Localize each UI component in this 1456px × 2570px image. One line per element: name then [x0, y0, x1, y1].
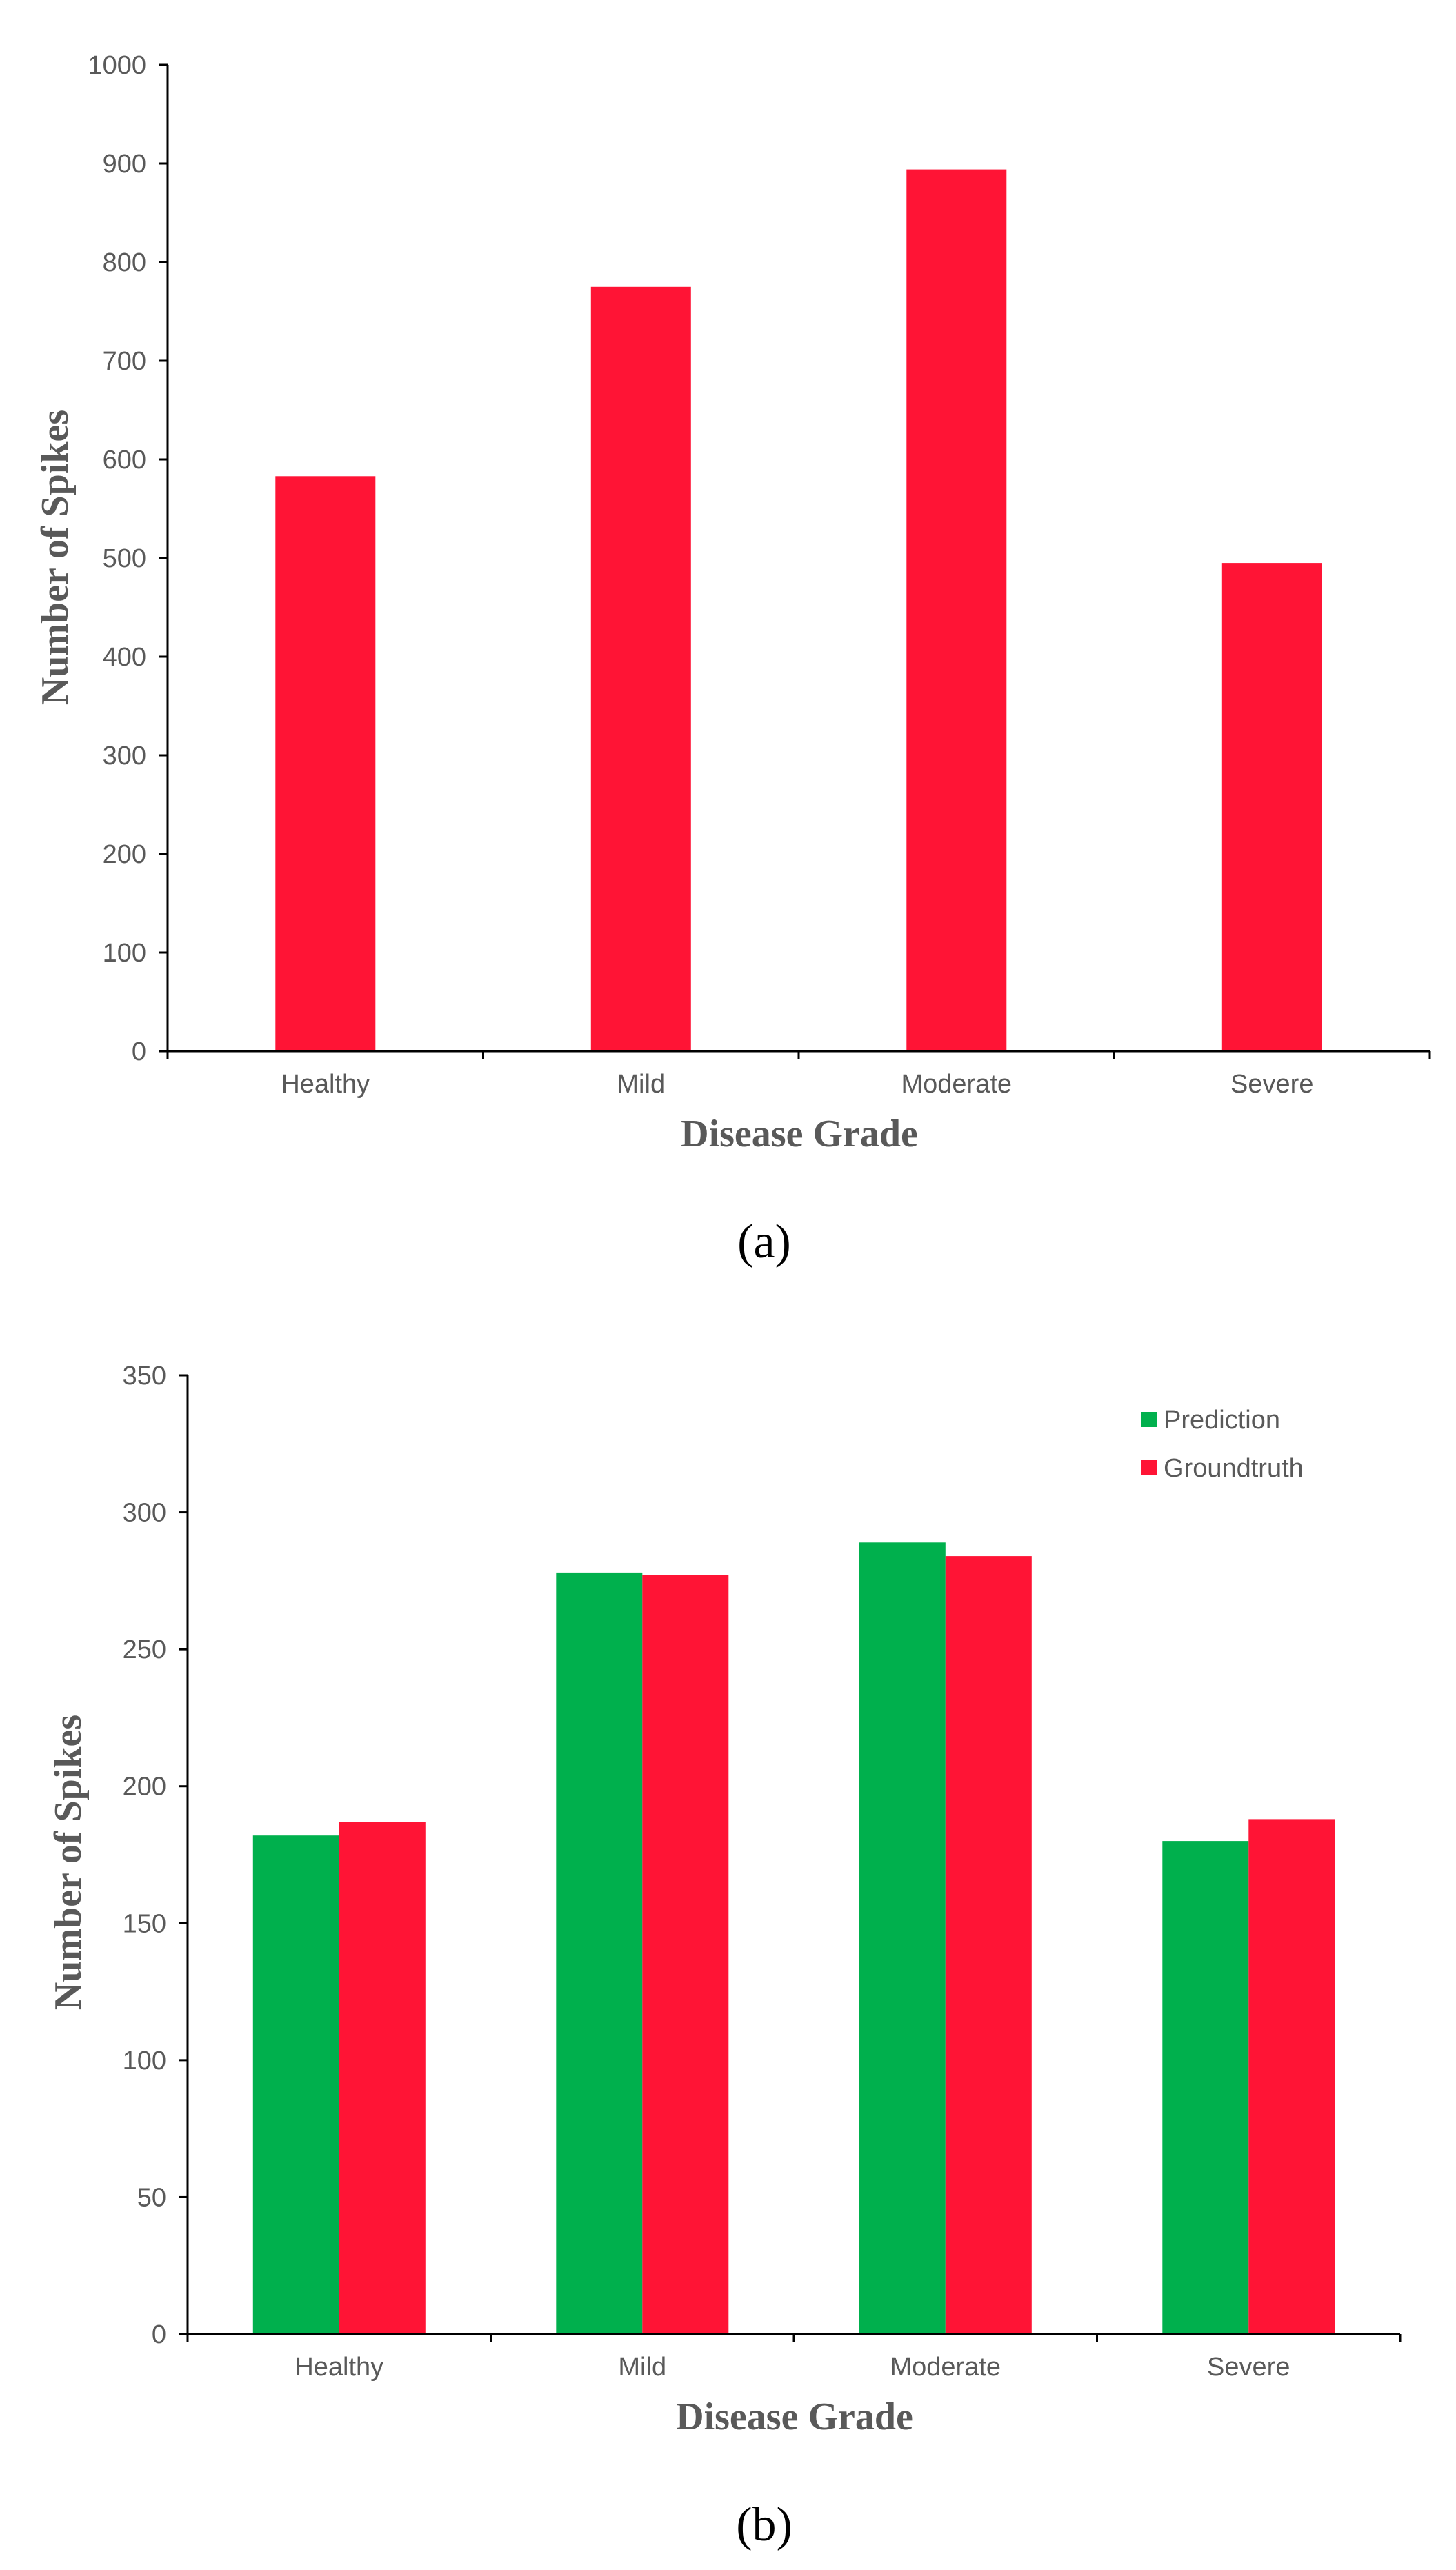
y-tick-label: 300	[103, 741, 146, 770]
chart-b-legend: Prediction Groundtruth	[1141, 1406, 1304, 1483]
bar-a-severe	[1221, 563, 1322, 1051]
bar-b-groundtruth-severe	[1248, 1819, 1335, 2334]
bar-b-prediction-moderate	[859, 1542, 946, 2334]
y-tick-label: 150	[123, 1909, 166, 1938]
legend-label-groundtruth: Groundtruth	[1164, 1454, 1304, 1483]
chart-b: Number of Spikes Disease Grade (b) Predi…	[47, 1362, 1402, 2551]
legend-swatch-prediction	[1141, 1412, 1157, 1427]
chart-a-ylabel: Number of Spikes	[34, 410, 77, 705]
bar-b-prediction-mild	[556, 1572, 643, 2334]
y-tick-label: 800	[103, 248, 146, 277]
bar-a-mild	[590, 286, 691, 1052]
x-tick-label-mild: Mild	[617, 1070, 665, 1099]
y-tick-label: 700	[103, 347, 146, 376]
x-tick-label-healthy: Healthy	[281, 1070, 370, 1099]
y-tick-label: 200	[103, 840, 146, 869]
y-tick-label: 1000	[88, 51, 146, 80]
bar-b-prediction-healthy	[252, 1835, 339, 2334]
y-tick-label: 50	[137, 2183, 166, 2212]
chart-a-xlabel: Disease Grade	[681, 1113, 918, 1155]
y-tick-label: 500	[103, 544, 146, 573]
x-tick-label-mild: Mild	[618, 2353, 666, 2382]
y-tick-label: 350	[123, 1362, 166, 1391]
bar-b-groundtruth-healthy	[339, 1822, 426, 2334]
y-tick-label: 900	[103, 150, 146, 179]
chart-b-caption: (b)	[736, 2498, 792, 2551]
y-tick-label: 100	[123, 2046, 166, 2075]
y-tick-label: 300	[123, 1499, 166, 1528]
bar-b-prediction-severe	[1162, 1841, 1249, 2334]
y-tick-label: 250	[123, 1635, 166, 1664]
x-tick-label-severe: Severe	[1207, 2353, 1290, 2382]
x-tick-label-moderate: Moderate	[890, 2353, 1001, 2382]
bar-b-groundtruth-mild	[642, 1575, 729, 2334]
y-tick-label: 400	[103, 643, 146, 672]
x-tick-label-severe: Severe	[1230, 1070, 1313, 1099]
x-tick-label-healthy: Healthy	[295, 2353, 383, 2382]
y-tick-label: 200	[123, 1773, 166, 1802]
bar-b-groundtruth-moderate	[945, 1556, 1032, 2334]
chart-b-ylabel: Number of Spikes	[47, 1715, 90, 2010]
bar-a-healthy	[275, 476, 376, 1051]
bar-a-moderate	[906, 169, 1007, 1052]
y-tick-label: 100	[103, 939, 146, 968]
chart-a-caption: (a)	[737, 1215, 791, 1268]
legend-swatch-groundtruth	[1141, 1460, 1157, 1475]
y-tick-label: 0	[152, 2320, 166, 2349]
x-tick-label-moderate: Moderate	[901, 1070, 1012, 1099]
chart-b-xlabel: Disease Grade	[676, 2395, 913, 2438]
y-tick-label: 0	[132, 1037, 146, 1066]
legend-label-prediction: Prediction	[1164, 1406, 1280, 1435]
chart-a: Number of Spikes Disease Grade (a) 0 100 2…	[34, 51, 1431, 1268]
y-tick-label: 600	[103, 446, 146, 475]
